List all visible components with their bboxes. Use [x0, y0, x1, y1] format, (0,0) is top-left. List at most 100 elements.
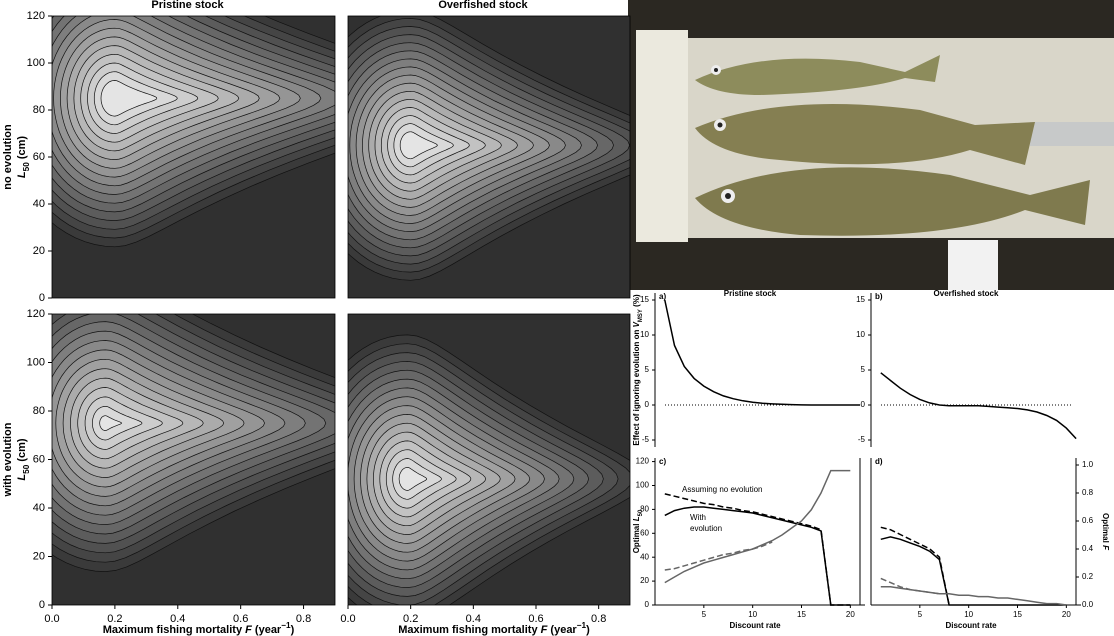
plot-frame	[347, 313, 631, 606]
contour-plot	[348, 16, 630, 298]
y-axis-label-part: (cm)	[16, 438, 28, 465]
x-tick-label: 0.8	[296, 613, 311, 625]
annotation: With	[690, 513, 706, 522]
y2-tick-label: 0.2	[1082, 572, 1094, 581]
line-panel: c) 0 20 40 60 80 100 120 5 10 15 20 Discount rate Ass…	[636, 457, 865, 630]
y-tick-label: 0	[39, 292, 45, 304]
y-tick-label: 120	[27, 10, 45, 22]
y-tick-label: 80	[640, 504, 649, 513]
annotation: evolution	[690, 524, 722, 533]
y-axis-label-part: MSY	[638, 309, 644, 322]
x-tick-label: 5	[702, 610, 707, 619]
x-axis-label-part: F	[541, 624, 548, 636]
line-panel: d) 0.0 0.2 0.4 0.6 0.8 1.0 5 10 15 20 Discount rate	[870, 457, 1094, 630]
row-label: no evolution	[2, 124, 14, 190]
panel-title: Pristine stock	[724, 289, 777, 298]
y-tick-label: 40	[33, 502, 45, 514]
y2-tick-label: 0.6	[1082, 516, 1094, 525]
x-tick-label: 0.8	[591, 613, 606, 625]
x-axis-label-part: )	[291, 624, 295, 636]
y-tick-label: 0	[861, 400, 866, 409]
y-tick-label: 100	[636, 481, 650, 490]
x-axis-label-part: F	[245, 624, 252, 636]
y-axis-label: Optimal L50	[632, 509, 643, 553]
row-label: with evolution	[2, 422, 14, 497]
x-tick-label: 10	[748, 610, 757, 619]
y-tick-label: 80	[33, 104, 45, 116]
x-tick-label: 15	[797, 610, 806, 619]
y2-tick-label: 0.0	[1082, 600, 1094, 609]
series-line	[664, 493, 851, 606]
x-tick-label: 0.2	[107, 613, 122, 625]
panel-title: Overfished stock	[934, 289, 999, 298]
y-axis-label-part: (cm)	[16, 136, 28, 163]
x-axis-label: Maximum fishing mortality F (year−1)	[398, 621, 590, 636]
y2-tick-label: 1.0	[1082, 460, 1094, 469]
x-axis-label: Discount rate	[945, 621, 997, 630]
y-tick-label: 15	[640, 295, 649, 304]
series-line	[880, 526, 950, 606]
y-tick-label: -5	[642, 435, 650, 444]
x-axis-label: Maximum fishing mortality F (year−1)	[103, 621, 295, 636]
y-tick-label: -5	[858, 435, 866, 444]
y-tick-label: 60	[640, 528, 649, 537]
panel-title: Overfished stock	[438, 0, 528, 11]
y-axis-label-part: L	[632, 516, 641, 521]
y-tick-label: 10	[640, 330, 649, 339]
contour-plot	[348, 314, 630, 605]
y-axis-label-part: 50	[638, 509, 644, 516]
x-tick-label: 0.0	[44, 613, 59, 625]
y-tick-label: 20	[33, 550, 45, 562]
y-axis-label: L50 (cm)	[16, 438, 31, 481]
x-axis-label-part: (year	[547, 624, 577, 636]
x-tick-label: 10	[964, 610, 973, 619]
contour-band	[399, 131, 438, 160]
annotation: Assuming no evolution	[682, 485, 763, 494]
x-tick-label: 0.4	[466, 613, 481, 625]
x-tick-label: 5	[918, 610, 923, 619]
y-axis-label-part: L	[16, 474, 28, 481]
contour-band	[99, 415, 123, 431]
y-tick-label: 0	[645, 400, 650, 409]
y-tick-label: 120	[27, 308, 45, 320]
x-axis-label-part: Maximum fishing mortality	[398, 624, 540, 636]
y-tick-label: 0	[39, 599, 45, 611]
y-axis-label: Effect of ignoring evolution on VMSY (%)	[632, 294, 643, 446]
y-tick-label: 15	[856, 295, 865, 304]
series-line	[880, 536, 1067, 606]
y-tick-label: 20	[640, 576, 649, 585]
y-tick-label: 5	[645, 365, 650, 374]
x-tick-label: 0.0	[340, 613, 355, 625]
line-panel: a) Pristine stock -5 0 5 10 15	[640, 289, 861, 447]
y-tick-label: 40	[33, 198, 45, 210]
x-tick-label: 15	[1013, 610, 1022, 619]
x-tick-label: 0.6	[233, 613, 248, 625]
contour-plot	[52, 16, 335, 298]
y-axis-label-part: Effect of ignoring evolution on	[632, 327, 641, 445]
y-axis-label-part: (%)	[632, 294, 641, 309]
x-axis-label: Discount rate	[729, 621, 781, 630]
x-axis-label-part: −1	[281, 621, 291, 630]
series-line	[880, 577, 950, 595]
y-axis-label-part: Optimal	[632, 521, 641, 553]
y-tick-label: 100	[27, 356, 45, 368]
y2-axis-label-part: Optimal	[1101, 513, 1110, 545]
y-axis-label-part: 50	[22, 464, 31, 474]
y2-axis-label: Optimal F	[1101, 513, 1110, 551]
contour-band	[398, 467, 428, 491]
contour-band	[100, 80, 158, 117]
plot-frame	[347, 15, 631, 299]
series-line	[664, 299, 861, 406]
y2-axis-label-part: F	[1101, 545, 1110, 551]
panel-label: c)	[659, 457, 666, 466]
y-tick-label: 10	[856, 330, 865, 339]
y2-tick-label: 0.8	[1082, 488, 1094, 497]
series-line	[880, 586, 1067, 606]
x-tick-label: 0.4	[170, 613, 185, 625]
x-axis-label-part: )	[586, 624, 590, 636]
series-line	[880, 372, 1077, 440]
y-axis-label-part: V	[632, 321, 641, 327]
x-tick-label: 20	[846, 610, 855, 619]
contour-plot	[52, 314, 335, 605]
